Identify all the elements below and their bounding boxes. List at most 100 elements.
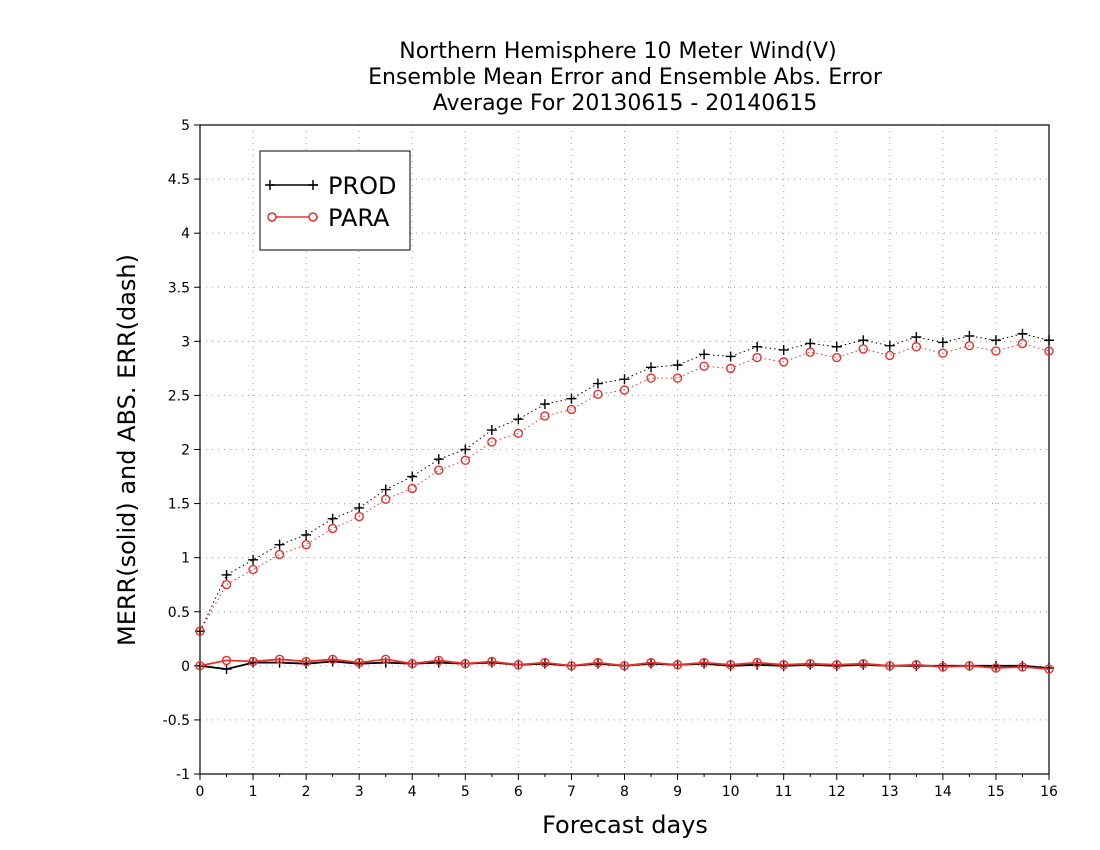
chart-title: Northern Hemisphere 10 Meter Wind(V) Ens… <box>368 39 883 116</box>
x-tick-label: 10 <box>722 784 740 800</box>
data-point-para-abs-err <box>885 350 895 361</box>
data-point-prod-abs-err <box>327 513 338 524</box>
data-point-para-merr <box>805 658 815 669</box>
data-point-para-merr <box>407 658 417 669</box>
data-point-para-abs-err <box>672 373 683 383</box>
data-point-para-abs-err <box>407 483 417 494</box>
data-point-para-merr <box>566 661 577 671</box>
data-point-para-abs-err <box>805 347 815 357</box>
data-point-para-abs-err <box>381 494 391 504</box>
data-point-para-merr <box>274 654 285 665</box>
data-point-prod-abs-err <box>619 374 630 385</box>
x-tick-label: 2 <box>302 784 311 800</box>
x-tick-label: 4 <box>408 784 417 800</box>
y-tick-label: 0.5 <box>168 605 190 621</box>
data-point-para-abs-err <box>221 580 232 590</box>
y-tick-label: -1 <box>176 767 190 783</box>
legend-para-circle-marker-right <box>308 212 318 222</box>
data-point-para-merr <box>248 656 258 667</box>
data-point-para-abs-err <box>513 428 524 438</box>
data-point-prod-abs-err <box>301 529 312 540</box>
data-point-para-merr <box>434 655 444 666</box>
data-point-para-merr <box>858 658 868 669</box>
data-point-prod-abs-err <box>566 393 577 404</box>
y-tick-label: 5 <box>181 118 190 134</box>
data-point-prod-abs-err <box>752 341 763 352</box>
data-point-para-abs-err <box>619 385 630 395</box>
data-point-para-abs-err <box>354 511 364 522</box>
y-tick-label: 4 <box>181 226 190 242</box>
data-point-para-merr <box>725 660 736 670</box>
legend-entry-prod: PROD <box>265 172 397 200</box>
plot-frame <box>199 124 1050 775</box>
data-point-para-merr <box>752 657 762 668</box>
data-point-para-merr <box>938 662 948 672</box>
y-tick-label: 1 <box>181 551 190 567</box>
data-point-prod-abs-err <box>513 414 524 425</box>
data-point-para-merr <box>1017 662 1028 672</box>
data-point-para-merr <box>672 660 683 670</box>
data-point-para-merr <box>646 657 656 668</box>
data-point-para-abs-err <box>964 340 975 351</box>
data-point-para-abs-err <box>566 404 577 415</box>
data-point-prod-abs-err <box>884 340 895 351</box>
data-point-para-merr <box>1044 664 1054 674</box>
x-tick-label: 16 <box>1040 784 1058 800</box>
data-point-para-abs-err <box>938 348 948 358</box>
chart-title-line-1: Northern Hemisphere 10 Meter Wind(V) <box>399 39 837 64</box>
data-point-para-merr <box>885 661 895 671</box>
data-point-para-merr <box>195 661 205 671</box>
chart-title-line-2: Ensemble Mean Error and Ensemble Abs. Er… <box>368 65 883 90</box>
x-tick-label: 7 <box>567 784 576 800</box>
legend-para-label: PARA <box>328 204 390 232</box>
legend-para-circle-marker-left <box>267 212 277 222</box>
x-tick-label: 11 <box>775 784 793 800</box>
data-point-prod-abs-err <box>1017 328 1028 339</box>
data-point-para-abs-err <box>487 437 497 447</box>
y-tick-label: 3 <box>181 334 190 350</box>
data-point-para-abs-err <box>434 465 444 475</box>
data-point-prod-abs-err <box>248 554 259 565</box>
data-point-para-merr <box>593 657 603 668</box>
x-tick-label: 9 <box>673 784 682 800</box>
data-point-para-abs-err <box>991 346 1001 356</box>
x-tick-label: 6 <box>514 784 523 800</box>
x-tick-label: 14 <box>934 784 952 800</box>
y-tick-label: 2.5 <box>168 388 190 404</box>
data-point-prod-abs-err <box>646 362 657 373</box>
data-point-para-merr <box>327 654 338 665</box>
data-point-prod-abs-err <box>274 539 285 550</box>
legend-prod-plus-marker <box>265 180 318 190</box>
data-point-para-merr <box>964 661 975 671</box>
data-point-para-abs-err <box>540 411 550 421</box>
y-tick-label: -0.5 <box>163 713 190 729</box>
data-point-para-abs-err <box>646 373 656 383</box>
y-tick-label: 1.5 <box>168 497 190 513</box>
data-point-prod-abs-err <box>486 425 497 436</box>
data-point-para-merr <box>540 657 550 668</box>
data-point-prod-abs-err <box>725 351 736 362</box>
data-point-para-merr <box>699 657 709 668</box>
data-point-prod-abs-err <box>964 330 975 341</box>
data-point-prod-abs-err <box>831 341 842 352</box>
data-point-prod-abs-err <box>1044 335 1054 346</box>
data-point-para-abs-err <box>911 342 922 352</box>
data-point-prod-abs-err <box>433 454 444 465</box>
data-point-prod-abs-err <box>539 399 550 410</box>
legend-prod-label: PROD <box>328 172 397 200</box>
data-point-prod-abs-err <box>699 349 710 360</box>
y-axis-label: MERR(solid) and ABS. ERR(dash) <box>113 254 141 646</box>
data-point-para-abs-err <box>195 626 205 636</box>
series-layer <box>195 328 1054 675</box>
data-point-para-abs-err <box>752 352 762 363</box>
y-tick-label: 2 <box>181 443 190 459</box>
data-point-prod-abs-err <box>354 502 365 513</box>
data-point-para-merr <box>301 656 311 667</box>
data-point-prod-abs-err <box>858 335 869 346</box>
data-point-para-merr <box>381 654 391 665</box>
x-axis-label: Forecast days <box>542 811 708 839</box>
data-point-para-abs-err <box>725 363 736 374</box>
y-tick-label: 3.5 <box>168 280 190 296</box>
y-tick-label: 0 <box>181 659 190 675</box>
